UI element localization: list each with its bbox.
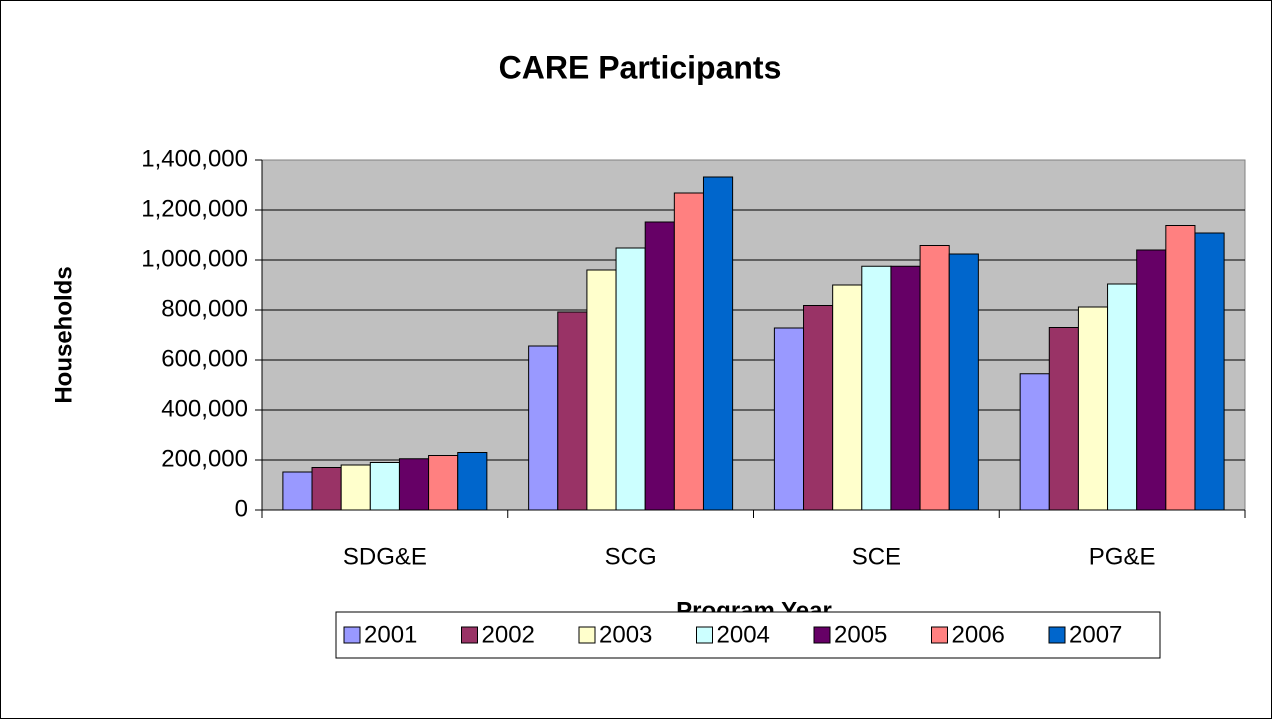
- y-tick-label: 0: [235, 495, 248, 522]
- bar: [428, 455, 459, 511]
- y-tick-label: 1,200,000: [141, 195, 248, 222]
- bar: [1019, 373, 1050, 511]
- legend-swatch: [461, 626, 478, 644]
- legend-label: 2004: [717, 621, 770, 648]
- bar: [1194, 232, 1225, 511]
- x-tick-label: SCE: [852, 543, 901, 570]
- bar: [615, 247, 646, 511]
- chart-title: CARE Participants: [499, 49, 782, 85]
- y-axis-label: Households: [50, 266, 77, 403]
- x-tick-label: SDG&E: [343, 543, 427, 570]
- bar: [398, 458, 430, 511]
- legend-label: 2003: [599, 621, 652, 648]
- bar: [919, 245, 950, 511]
- bar: [1077, 306, 1109, 511]
- bar: [803, 305, 834, 511]
- bar: [557, 311, 588, 511]
- legend-label: 2007: [1069, 621, 1122, 648]
- bar: [311, 467, 342, 511]
- bar: [586, 269, 617, 511]
- y-tick-label: 400,000: [161, 395, 248, 422]
- bar: [340, 464, 371, 511]
- bar: [890, 265, 921, 511]
- y-tick-label: 1,400,000: [141, 145, 248, 172]
- legend-swatch: [696, 626, 713, 644]
- legend-swatch: [578, 626, 596, 644]
- bar: [832, 284, 863, 511]
- legend-label: 2002: [482, 621, 535, 648]
- legend-swatch: [343, 626, 361, 644]
- bar: [673, 192, 704, 511]
- x-tick-label: SCG: [605, 543, 657, 570]
- bar: [369, 462, 400, 511]
- bar: [1165, 225, 1196, 511]
- y-tick-label: 200,000: [161, 445, 248, 472]
- legend-label: 2006: [952, 621, 1005, 648]
- bar: [644, 221, 675, 511]
- bar: [528, 345, 559, 511]
- y-tick-label: 600,000: [161, 345, 248, 372]
- bar: [1048, 327, 1079, 511]
- bar: [773, 327, 805, 511]
- bar: [1107, 283, 1138, 511]
- legend-label: 2001: [364, 621, 417, 648]
- legend-swatch: [813, 626, 831, 644]
- y-tick-label: 800,000: [161, 295, 248, 322]
- legend-label: 2005: [834, 621, 887, 648]
- legend-swatch: [1048, 626, 1066, 644]
- legend-swatch: [931, 626, 948, 644]
- bar: [861, 265, 892, 511]
- bar: [1136, 249, 1167, 511]
- y-tick-label: 1,000,000: [141, 245, 248, 272]
- bar: [948, 253, 979, 511]
- bar: [457, 452, 488, 511]
- x-tick-label: PG&E: [1089, 543, 1156, 570]
- bar: [702, 176, 734, 511]
- bar: [282, 471, 313, 511]
